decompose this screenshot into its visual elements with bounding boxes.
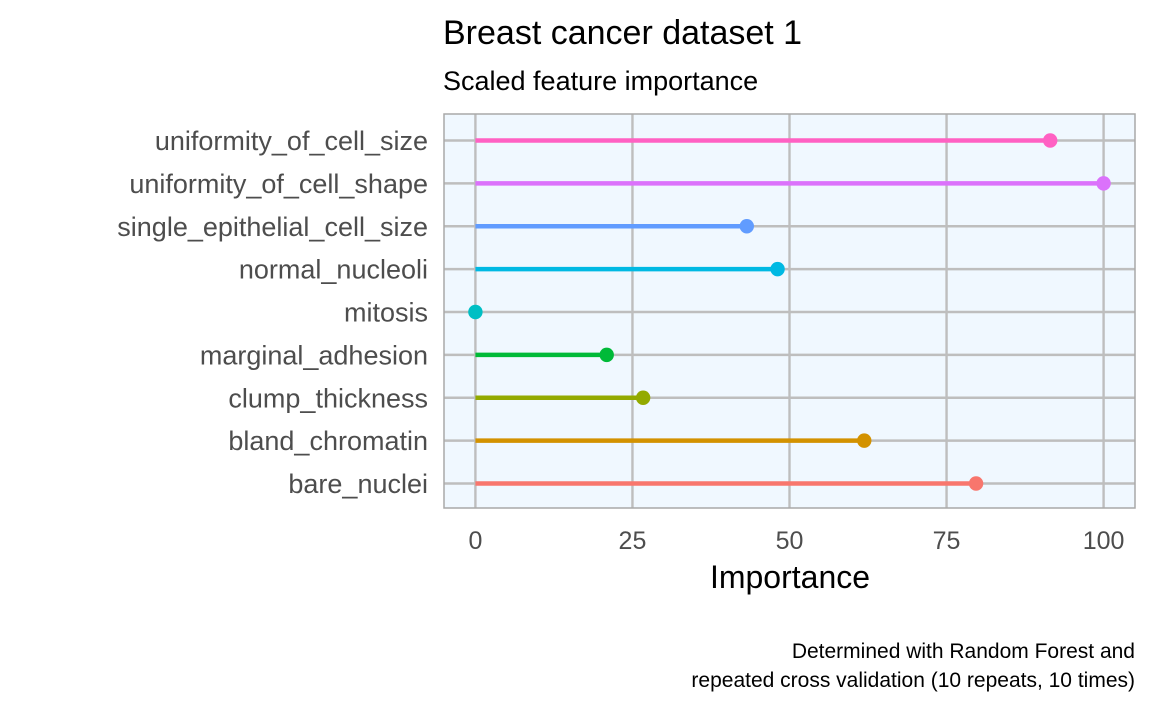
lollipop-point bbox=[739, 219, 754, 234]
lollipop-point bbox=[1096, 176, 1111, 191]
y-tick-label: single_epithelial_cell_size bbox=[117, 212, 428, 242]
caption-line-2: repeated cross validation (10 repeats, 1… bbox=[691, 669, 1135, 692]
y-tick-labels: uniformity_of_cell_size uniformity_of_cel… bbox=[117, 126, 428, 499]
x-tick-label: 50 bbox=[776, 527, 804, 555]
y-tick-label: clump_thickness bbox=[228, 383, 428, 413]
y-tick-label: marginal_adhesion bbox=[200, 340, 428, 370]
chart-subtitle: Scaled feature importance bbox=[443, 66, 758, 96]
y-tick-label: mitosis bbox=[344, 298, 428, 328]
caption-line-1: Determined with Random Forest and bbox=[792, 640, 1135, 663]
x-tick-label: 0 bbox=[468, 527, 482, 555]
x-tick-label: 25 bbox=[619, 527, 647, 555]
lollipop-point bbox=[635, 390, 651, 405]
lollipop-point bbox=[857, 433, 872, 448]
lollipop-points bbox=[468, 133, 1111, 491]
lollipop-point bbox=[968, 476, 984, 491]
y-tick-label: uniformity_of_cell_size bbox=[155, 126, 428, 156]
x-tick-label: 75 bbox=[933, 527, 961, 555]
y-tick-label: bland_chromatin bbox=[228, 426, 428, 456]
x-tick-labels: 0 25 50 75 100 bbox=[468, 527, 1124, 555]
y-tick-label: uniformity_of_cell_shape bbox=[129, 169, 428, 199]
chart-title: Breast cancer dataset 1 bbox=[443, 14, 802, 52]
plot-panel-border bbox=[443, 113, 1136, 509]
lollipop-point bbox=[1042, 133, 1058, 148]
y-tick-label: bare_nuclei bbox=[288, 469, 428, 499]
lollipop-point bbox=[599, 347, 614, 363]
lollipop-stems bbox=[475, 138, 1104, 486]
y-tick-label: normal_nucleoli bbox=[239, 255, 428, 285]
lollipop-point bbox=[770, 261, 785, 277]
x-tick-label: 100 bbox=[1083, 527, 1125, 555]
lollipop-point bbox=[468, 304, 483, 320]
x-axis-label: Importance bbox=[710, 559, 870, 595]
